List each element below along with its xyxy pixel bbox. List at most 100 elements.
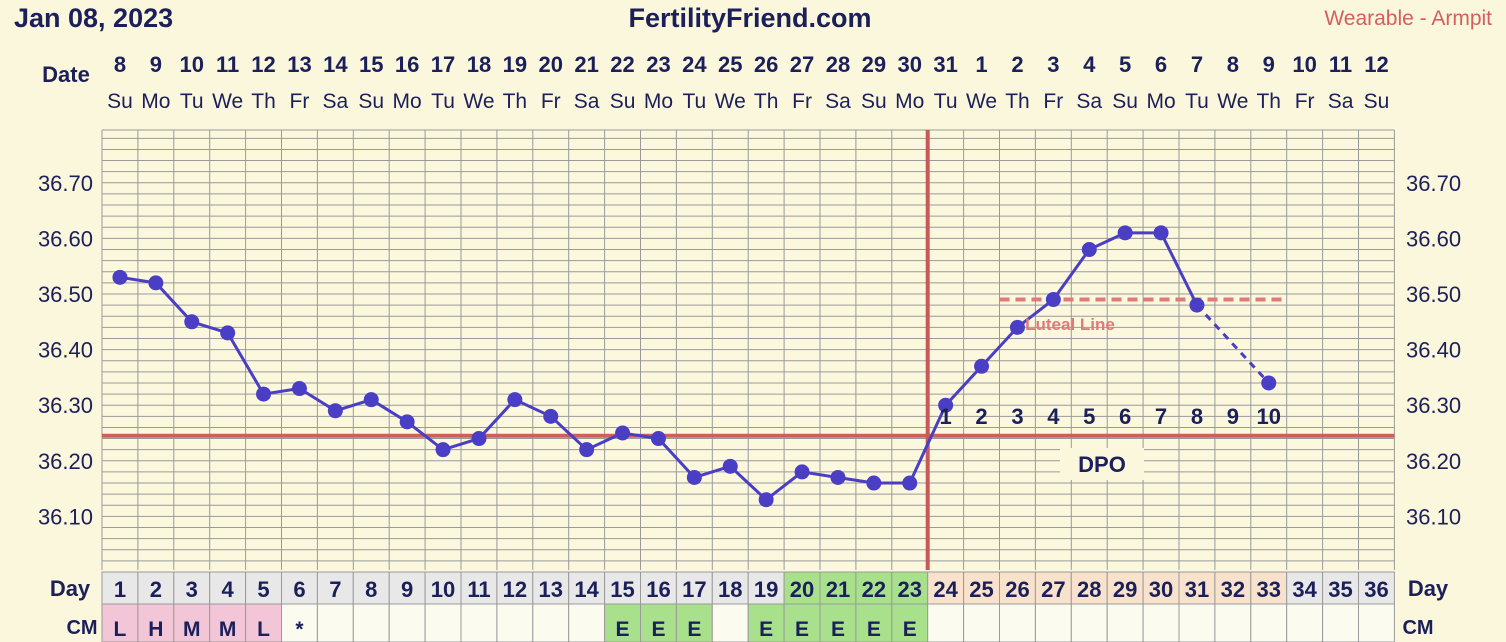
cm-cell <box>568 603 606 642</box>
weekday-label: We <box>212 90 243 113</box>
date-label: 9 <box>150 52 162 77</box>
day-number-label: 17 <box>682 577 706 602</box>
day-number-label: 29 <box>1113 577 1137 602</box>
dpo-number: 6 <box>1119 404 1131 429</box>
temp-point <box>363 392 379 408</box>
cm-label: * <box>295 618 304 641</box>
dpo-number: 8 <box>1191 404 1203 429</box>
weekday-label: Fr <box>1043 90 1063 113</box>
weekday-label: Tu <box>180 90 204 113</box>
cm-cell <box>1358 603 1395 642</box>
day-number-label: 27 <box>1041 577 1065 602</box>
day-cell <box>568 571 606 605</box>
day-row-label-right: Day <box>1408 576 1449 601</box>
dpo-number: 7 <box>1155 404 1167 429</box>
weekday-label: Sa <box>825 90 851 113</box>
day-number-label: 20 <box>790 577 814 602</box>
cm-cell <box>640 603 677 642</box>
day-number-label: 14 <box>574 577 599 602</box>
day-number-label: 6 <box>293 577 305 602</box>
cm-label: H <box>148 618 163 641</box>
weekday-label: Tu <box>682 90 706 113</box>
dpo-number: 5 <box>1083 404 1095 429</box>
weekday-label: Su <box>1112 90 1138 113</box>
dpo-number: 10 <box>1257 404 1281 429</box>
day-number-label: 18 <box>718 577 742 602</box>
date-label: 23 <box>646 52 670 77</box>
day-number-label: 9 <box>401 577 413 602</box>
day-cell <box>1034 571 1072 605</box>
temp-point <box>327 403 343 419</box>
day-number-label: 24 <box>933 577 958 602</box>
chart-date: Jan 08, 2023 <box>14 3 173 33</box>
weekday-label: Th <box>251 90 276 113</box>
cm-cell <box>460 603 498 642</box>
luteal-line-label: Luteal Line <box>1025 315 1115 334</box>
series-segment <box>908 404 948 484</box>
cm-row-label-right: CM <box>1402 617 1433 639</box>
grid <box>101 129 1395 570</box>
cm-label: E <box>687 618 701 641</box>
day-number-label: 31 <box>1185 577 1209 602</box>
date-label: 7 <box>1191 52 1203 77</box>
cm-label: L <box>114 618 127 641</box>
cm-label: E <box>867 618 881 641</box>
dpo-number: 4 <box>1047 404 1060 429</box>
weekday-label: Sa <box>574 90 600 113</box>
cm-cell <box>316 603 354 642</box>
cm-cell <box>101 603 139 642</box>
date-label: 30 <box>898 52 922 77</box>
date-label: 29 <box>862 52 886 77</box>
day-number-label: 5 <box>257 577 269 602</box>
weekday-label: We <box>1217 90 1248 113</box>
temp-point <box>866 475 882 491</box>
date-label: 14 <box>323 52 348 77</box>
weekday-label: Su <box>107 90 133 113</box>
temp-point <box>1045 292 1061 308</box>
weekday-label: Mo <box>895 90 924 113</box>
weekday-label: Su <box>358 90 384 113</box>
weekday-label: Th <box>1256 90 1281 113</box>
cm-label: L <box>257 618 270 641</box>
day-number-label: 13 <box>539 577 563 602</box>
y-tick-label-left: 36.30 <box>38 393 93 418</box>
day-cell <box>711 571 749 605</box>
series-segment <box>154 281 193 323</box>
weekday-label: Mo <box>644 90 673 113</box>
weekday-label: Sa <box>1328 90 1354 113</box>
day-number-label: 33 <box>1257 577 1281 602</box>
site-title: FertilityFriend.com <box>628 3 871 33</box>
day-number-label: 23 <box>898 577 922 602</box>
cm-cell <box>388 603 426 642</box>
dpo-number: 2 <box>975 404 987 429</box>
day-row-label-left: Day <box>50 576 91 601</box>
weekday-label: Tu <box>1185 90 1209 113</box>
temp-point <box>471 431 487 447</box>
temp-point <box>686 469 702 485</box>
day-number-label: 22 <box>862 577 886 602</box>
cm-cell <box>245 603 283 642</box>
y-tick-label-right: 36.60 <box>1406 226 1461 251</box>
date-label: 9 <box>1263 52 1275 77</box>
weekday-label: We <box>463 90 494 113</box>
temp-point <box>507 392 523 408</box>
temp-point <box>1117 225 1133 241</box>
cm-cell <box>927 603 965 642</box>
temp-point <box>1153 225 1169 241</box>
y-tick-label-right: 36.50 <box>1406 282 1461 307</box>
day-cell <box>783 571 821 605</box>
date-label: 19 <box>503 52 527 77</box>
day-cell <box>1178 571 1216 605</box>
temp-point <box>722 458 738 474</box>
y-tick-label-right: 36.20 <box>1406 449 1461 474</box>
weekday-label: We <box>966 90 997 113</box>
cm-label: E <box>759 618 773 641</box>
dynamic-marks: 36.70 36.70 36.60 36.60 36.50 36.50 36.40 36.40… <box>38 52 1461 641</box>
day-number-label: 11 <box>467 577 490 602</box>
series-segment <box>765 470 803 501</box>
y-tick-label-left: 36.50 <box>38 282 93 307</box>
day-number-label: 35 <box>1328 577 1352 602</box>
dpo-number: 3 <box>1011 404 1023 429</box>
day-cell <box>1214 571 1252 605</box>
cm-cell <box>1214 603 1252 642</box>
